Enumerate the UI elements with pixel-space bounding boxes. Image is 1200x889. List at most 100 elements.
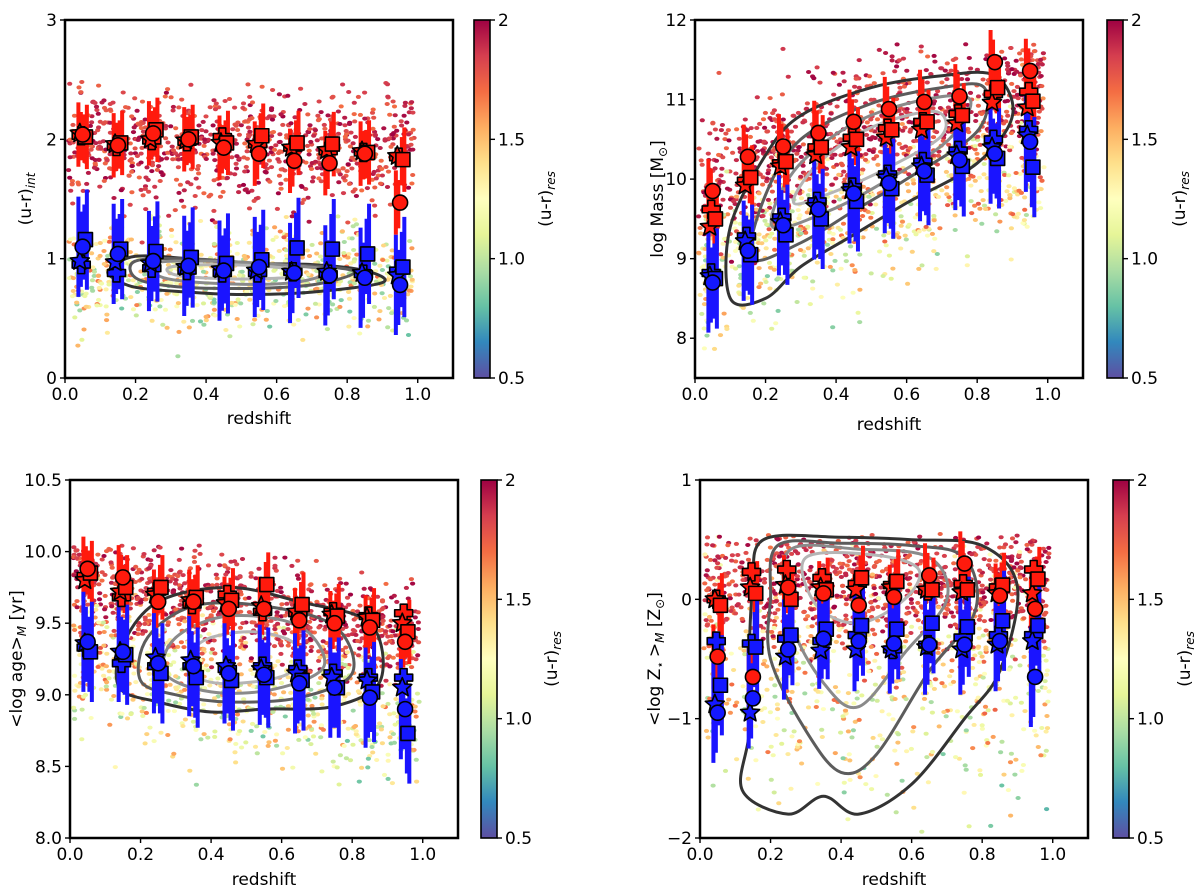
scatter-point: [964, 263, 970, 268]
scatter-point: [280, 122, 286, 127]
colorbar-tick-label: 1.5: [1131, 130, 1158, 150]
scatter-point: [853, 99, 859, 103]
scatter-point: [697, 292, 703, 297]
scatter-point: [203, 318, 209, 323]
scatter-point: [877, 249, 883, 254]
scatter-point: [211, 307, 217, 312]
scatter-point: [247, 117, 253, 122]
scatter-point: [981, 203, 988, 208]
scatter-point: [733, 171, 739, 176]
scatter-point: [764, 222, 770, 227]
scatter-point: [67, 155, 73, 160]
scatter-point: [370, 107, 376, 112]
scatter-point: [916, 229, 922, 234]
scatter-point: [413, 757, 419, 762]
scatter-point: [173, 674, 179, 679]
marker-red-circle: [951, 88, 968, 105]
scatter-point: [1018, 57, 1024, 62]
scatter-point: [875, 162, 881, 167]
scatter-point: [415, 620, 421, 625]
scatter-point: [711, 346, 718, 351]
marker-blue-circle: [321, 267, 338, 284]
scatter-point: [732, 249, 739, 253]
scatter-point: [353, 729, 359, 734]
scatter-point: [103, 287, 109, 292]
scatter-point: [868, 97, 874, 102]
scatter-point: [79, 337, 85, 342]
scatter-point: [199, 613, 206, 618]
scatter-point: [166, 698, 172, 703]
scatter-point: [205, 668, 211, 673]
scatter-point: [745, 296, 751, 300]
scatter-point: [191, 555, 197, 560]
scatter-point: [376, 317, 382, 322]
scatter-point: [924, 80, 930, 85]
scatter-point: [268, 108, 275, 113]
scatter-point: [262, 730, 268, 734]
scatter-point: [243, 256, 249, 261]
scatter-point: [724, 186, 731, 191]
scatter-point: [260, 734, 266, 739]
scatter-point: [142, 117, 148, 122]
scatter-point: [975, 201, 982, 206]
marker-red-circle: [986, 53, 1004, 71]
scatter-point: [1008, 46, 1014, 50]
scatter-point: [904, 107, 910, 111]
scatter-point: [303, 312, 309, 317]
scatter-point: [182, 581, 188, 586]
scatter-point: [1003, 198, 1009, 203]
scatter-point: [347, 592, 354, 597]
scatter-point: [767, 286, 773, 291]
scatter-point: [948, 173, 955, 178]
scatter-point: [830, 70, 836, 75]
scatter-point: [104, 318, 110, 323]
contour-line-1: [724, 70, 1015, 307]
scatter-point: [248, 668, 254, 672]
scatter-point: [698, 158, 704, 163]
scatter-point: [72, 315, 78, 320]
scatter-point: [239, 557, 246, 561]
scatter-point: [344, 650, 350, 655]
scatter-point: [874, 117, 881, 122]
marker-red-circle: [321, 154, 338, 172]
scatter-point: [1007, 196, 1013, 201]
scatter-point: [133, 313, 139, 318]
colorbar-label: (u-r)res: [1170, 171, 1192, 227]
scatter-point: [295, 576, 302, 581]
scatter-point: [744, 128, 750, 133]
scatter-point: [89, 114, 95, 119]
scatter-point: [92, 158, 98, 162]
scatter-point: [355, 689, 361, 694]
scatter-point: [279, 766, 286, 771]
scatter-point: [282, 714, 288, 719]
scatter-point: [334, 765, 340, 770]
scatter-point: [829, 182, 835, 187]
scatter-point: [152, 307, 158, 312]
scatter-point: [197, 551, 203, 556]
scatter-point: [111, 694, 117, 698]
scatter-point: [275, 659, 281, 664]
scatter-point: [870, 149, 876, 154]
scatter-point: [381, 772, 388, 777]
scatter-point: [817, 80, 823, 85]
scatter-point: [341, 743, 347, 748]
scatter-point: [377, 146, 383, 150]
scatter-point: [840, 221, 847, 226]
scatter-point: [357, 603, 363, 608]
scatter-point: [1008, 131, 1015, 136]
scatter-point: [98, 146, 104, 151]
scatter-point: [733, 239, 739, 244]
scatter-point: [970, 174, 976, 179]
scatter-point: [304, 143, 310, 148]
marker-blue-square: [1025, 159, 1041, 175]
marker-red-circle: [391, 194, 409, 211]
colorbar-ticks: 0.51.01.52: [1123, 11, 1158, 389]
scatter-point: [968, 66, 974, 71]
scatter-point: [164, 156, 170, 161]
scatter-point: [792, 124, 799, 129]
scatter-point: [173, 240, 179, 245]
scatter-point: [149, 318, 155, 323]
scatter-point: [410, 173, 416, 177]
scatter-point: [767, 96, 773, 101]
